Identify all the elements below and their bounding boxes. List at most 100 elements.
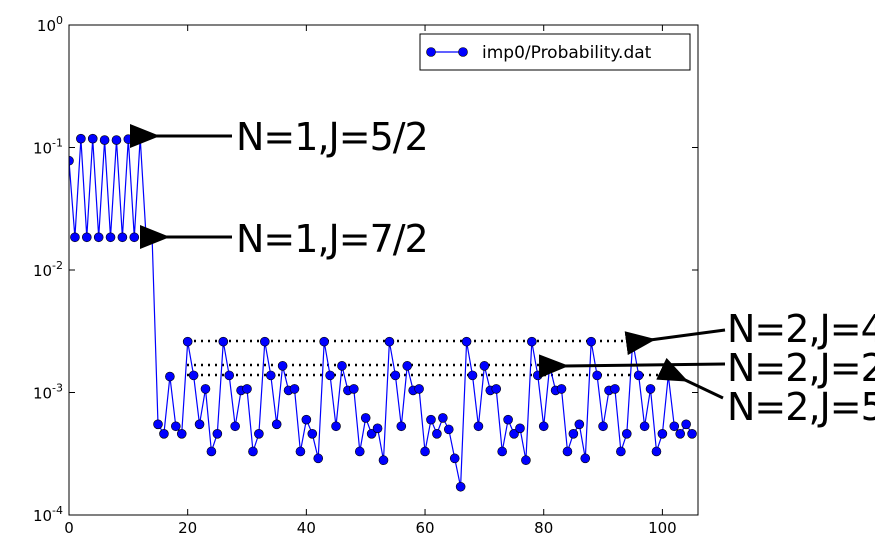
marker bbox=[538, 421, 549, 432]
marker bbox=[556, 384, 567, 394]
marker bbox=[224, 370, 235, 381]
marker bbox=[479, 361, 490, 371]
marker bbox=[461, 336, 472, 347]
marker bbox=[260, 336, 270, 347]
marker bbox=[147, 232, 157, 243]
marker bbox=[99, 135, 110, 145]
y-tick-label: 10-1 bbox=[33, 137, 63, 158]
marker bbox=[616, 446, 626, 457]
marker bbox=[188, 370, 199, 381]
marker bbox=[663, 370, 674, 381]
marker bbox=[117, 232, 128, 243]
marker bbox=[76, 133, 86, 144]
marker bbox=[455, 481, 466, 492]
marker bbox=[87, 133, 98, 144]
marker bbox=[621, 429, 632, 439]
marker bbox=[384, 336, 395, 347]
marker bbox=[532, 370, 543, 381]
marker bbox=[574, 419, 585, 430]
marker bbox=[69, 155, 74, 166]
marker bbox=[562, 446, 573, 457]
marker bbox=[218, 336, 229, 347]
x-tick-label: 100 bbox=[648, 519, 677, 537]
marker bbox=[491, 384, 502, 394]
marker bbox=[153, 419, 163, 430]
marker bbox=[378, 455, 389, 466]
marker bbox=[182, 336, 193, 347]
marker bbox=[467, 370, 478, 381]
marker bbox=[687, 429, 697, 439]
marker bbox=[503, 414, 513, 425]
marker bbox=[295, 446, 306, 457]
marker bbox=[473, 421, 484, 432]
marker bbox=[325, 370, 335, 381]
marker bbox=[669, 421, 680, 432]
marker bbox=[592, 370, 602, 381]
marker bbox=[159, 429, 169, 439]
marker bbox=[265, 370, 276, 381]
marker bbox=[651, 446, 662, 457]
marker bbox=[313, 453, 324, 464]
y-tick-label: 10-4 bbox=[33, 504, 63, 525]
marker bbox=[366, 429, 377, 439]
marker bbox=[212, 429, 223, 439]
series bbox=[69, 133, 697, 492]
plot bbox=[69, 133, 697, 492]
marker bbox=[633, 370, 644, 381]
marker bbox=[135, 133, 146, 143]
marker bbox=[681, 419, 691, 430]
legend-box bbox=[419, 33, 691, 71]
annotation: N=1,J=5/2 bbox=[236, 115, 428, 159]
marker bbox=[586, 336, 596, 347]
marker bbox=[123, 134, 134, 144]
marker bbox=[277, 361, 288, 371]
marker bbox=[639, 421, 650, 432]
marker bbox=[105, 232, 116, 243]
marker bbox=[165, 371, 175, 382]
marker bbox=[129, 232, 140, 243]
marker bbox=[349, 384, 359, 394]
marker bbox=[449, 453, 460, 464]
marker bbox=[627, 336, 638, 347]
axes-frame bbox=[68, 24, 699, 516]
marker bbox=[331, 421, 341, 432]
y-tick-label: 10-3 bbox=[33, 382, 63, 403]
marker bbox=[372, 423, 383, 434]
marker bbox=[230, 421, 240, 432]
marker bbox=[675, 429, 685, 439]
x-tick-label: 80 bbox=[534, 519, 553, 537]
marker bbox=[414, 384, 424, 394]
marker bbox=[568, 429, 579, 439]
marker bbox=[176, 429, 187, 439]
marker bbox=[544, 361, 555, 371]
x-tick-label: 60 bbox=[415, 519, 434, 537]
marker bbox=[254, 429, 264, 439]
x-tick-label: 0 bbox=[64, 519, 74, 537]
marker bbox=[248, 446, 258, 457]
marker bbox=[438, 413, 448, 423]
arrow bbox=[538, 354, 726, 379]
marker bbox=[301, 414, 312, 425]
marker bbox=[426, 414, 436, 425]
marker bbox=[443, 424, 454, 435]
marker bbox=[420, 446, 430, 457]
marker bbox=[242, 384, 252, 394]
marker bbox=[402, 361, 413, 371]
marker bbox=[521, 455, 531, 466]
legend-label: imp0/Probability.dat bbox=[482, 43, 652, 63]
marker bbox=[645, 384, 656, 394]
y-tick-label: 100 bbox=[37, 14, 63, 35]
series-line bbox=[69, 137, 693, 487]
annotation: N=2,J=4 bbox=[727, 307, 875, 351]
marker bbox=[194, 419, 205, 430]
marker bbox=[515, 423, 525, 434]
legend-marker bbox=[426, 47, 436, 57]
annotation: N=2,J=2 bbox=[727, 346, 875, 390]
marker bbox=[509, 429, 519, 439]
marker bbox=[497, 446, 507, 457]
marker bbox=[657, 429, 668, 439]
marker bbox=[527, 336, 537, 347]
marker bbox=[111, 135, 122, 145]
annotation: N=2,J=5 bbox=[727, 385, 875, 429]
